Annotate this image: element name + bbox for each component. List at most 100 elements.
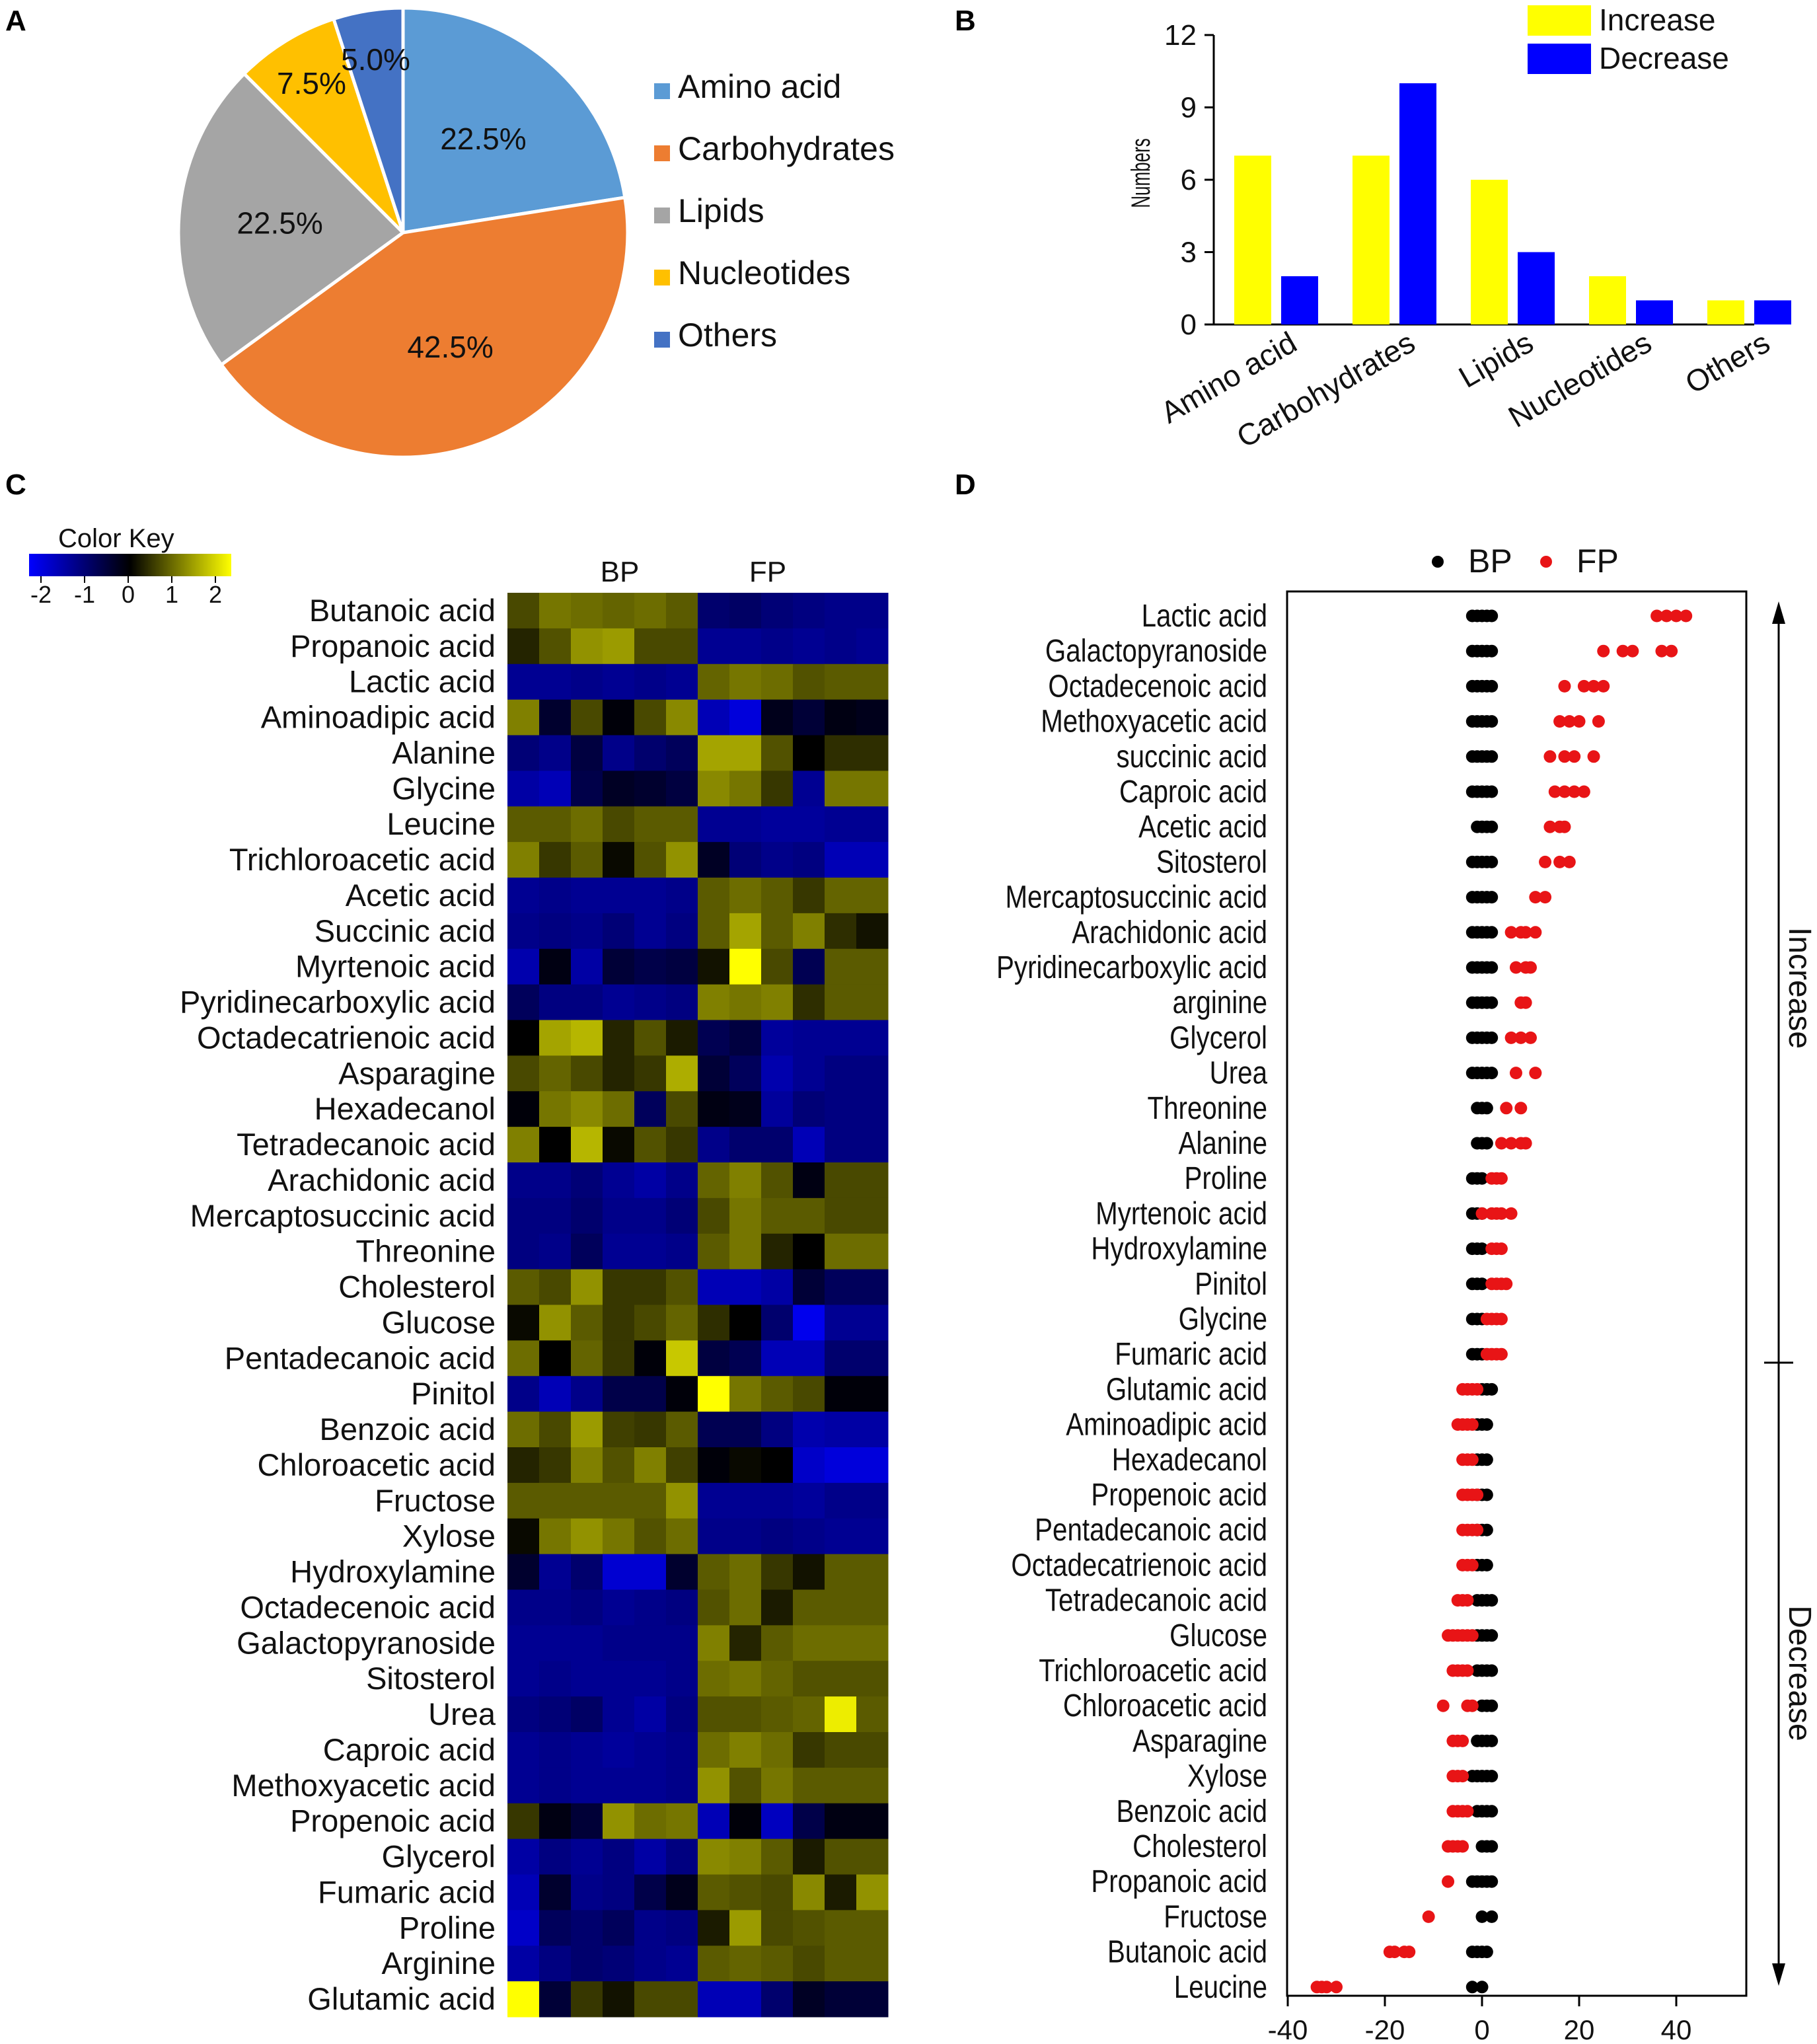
heatmap-cell [856,1447,889,1484]
heatmap-cell [666,1625,698,1661]
heatmap-cell [698,1162,730,1199]
heatmap-cell [666,663,698,700]
heatmap-cell [761,1127,794,1163]
heatmap-cell [571,1554,603,1590]
heatmap-cell [729,1340,762,1377]
heatmap-row-label: Butanoic acid [309,593,496,628]
dot-row-label: Glycerol [1169,1020,1267,1055]
heatmap-cell [666,1055,698,1092]
bp-point [1485,961,1499,974]
heatmap-cell [793,593,825,629]
heatmap-cell [761,1020,794,1056]
heatmap-cell [761,1162,794,1199]
heatmap-cell [856,1305,889,1341]
heatmap-cell [634,1376,667,1412]
dot-row-label: Caproic acid [1119,775,1267,810]
heatmap-cell [666,1696,698,1733]
heatmap-cell [507,1233,540,1270]
fp-point [1577,679,1590,693]
fp-point [1504,1031,1518,1044]
heatmap-cell [761,1838,794,1875]
heatmap-cell [539,1447,572,1484]
heatmap-cell [539,1197,572,1234]
bp-point [1485,1770,1499,1783]
heatmap-cell [761,1910,794,1946]
fp-point [1495,1137,1508,1150]
heatmap-cell [729,1447,762,1484]
heatmap-cell [698,1803,730,1840]
heatmap-cell [603,663,635,700]
dot-row-label: Aminoadipic acid [1066,1407,1267,1442]
dot-row-label: Pinitol [1195,1267,1267,1302]
bp-point [1485,1699,1499,1712]
dot-row-label: Hydroxylamine [1091,1231,1267,1266]
heatmap-cell [571,1376,603,1412]
bar-decrease-amino-acid [1281,276,1318,324]
heatmap-cell [761,948,794,985]
fp-point [1558,820,1571,833]
heatmap-cell [603,948,635,985]
heatmap-cell [825,1055,857,1092]
y-tick-label: 9 [1181,92,1197,124]
heatmap-cell [539,1732,572,1768]
bp-point [1485,926,1499,939]
heatmap-cell [761,806,794,843]
heatmap-cell [634,1305,667,1341]
heatmap-row-label: Octadecenoic acid [240,1589,496,1624]
dot-row-label: Lactic acid [1142,599,1267,634]
fp-point [1558,750,1571,763]
heatmap-cell [793,628,825,665]
heatmap-cell [793,984,825,1020]
fp-point [1660,609,1673,623]
dot-row-label: Hexadecanol [1112,1443,1267,1478]
heatmap-cell [666,1732,698,1768]
heatmap-cell [793,771,825,807]
dot-row-label: Proline [1185,1161,1267,1196]
heatmap-cell [507,1981,540,2018]
dot-row-label: Propenoic acid [1091,1478,1267,1513]
heatmap-cell [666,1376,698,1412]
heatmap-cell [539,1910,572,1946]
heatmap-cell [507,878,540,914]
heatmap-cell [571,948,603,985]
heatmap-cell [825,1696,857,1733]
heatmap-cell [825,628,857,665]
heatmap-cell [571,1020,603,1056]
fp-point [1519,996,1532,1009]
heatmap-cell [729,628,762,665]
heatmap-cell [634,1447,667,1484]
bp-point [1485,1664,1499,1677]
dot-row-label: Pentadecanoic acid [1035,1513,1267,1548]
heatmap-cell [825,1554,857,1590]
heatmap-cell [793,663,825,700]
heatmap-cell [729,1127,762,1163]
heatmap-cell [856,842,889,878]
heatmap-cell [571,1518,603,1555]
heatmap-cell [729,1412,762,1448]
pie-chart: 22.5% 42.5% 22.5% 7.5%5.0% [176,6,630,459]
heatmap-cell [666,1874,698,1911]
heatmap-cell [507,913,540,950]
dot-row-label: succinic acid [1116,739,1267,775]
heatmap-cell [793,1661,825,1697]
heatmap-cell [698,735,730,771]
dot-row-label: Arachidonic acid [1072,915,1267,950]
heatmap-cell [539,1091,572,1127]
heatmap-cell [507,1946,540,1982]
dot-row-label: Galactopyranoside [1045,634,1267,669]
heatmap-cell [825,1767,857,1804]
heatmap-cell [666,1447,698,1484]
heatmap-cell [698,1518,730,1555]
heatmap-cell [634,1412,667,1448]
heatmap-row-label: Propanoic acid [290,628,496,663]
heatmap-row-label: Glycine [392,771,496,806]
heatmap-cell [698,1767,730,1804]
heatmap-row-label: Acetic acid [346,878,496,913]
bar-decrease-lipids [1518,252,1555,324]
heatmap-cell [856,663,889,700]
bar-increase-carbohydrates [1353,155,1390,324]
heatmap-cell [539,806,572,843]
heatmap-cell [634,771,667,807]
fp-point [1495,1172,1508,1185]
heatmap-group-bp: BP [601,556,640,588]
